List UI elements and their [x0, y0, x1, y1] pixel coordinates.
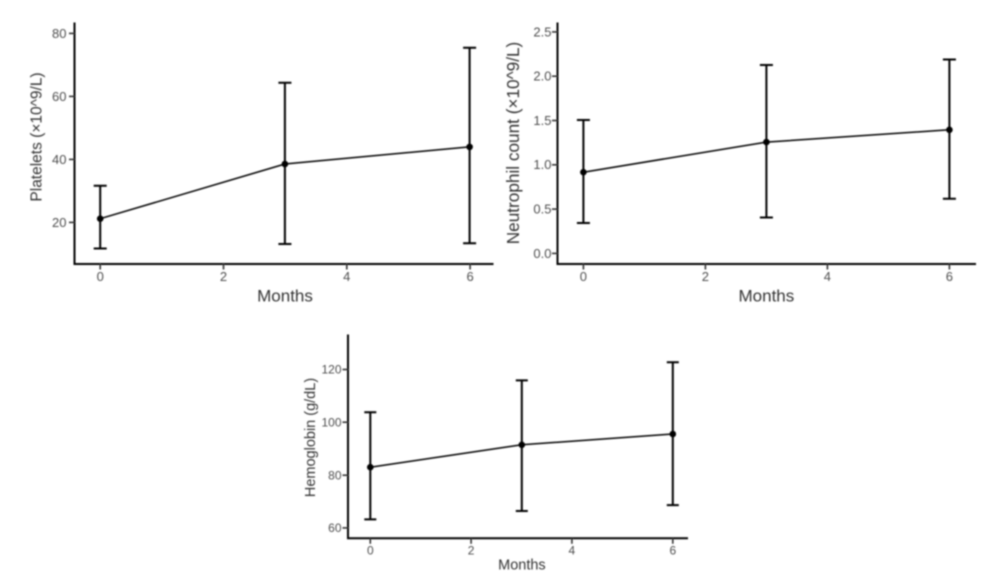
- svg-text:Months: Months: [257, 287, 313, 306]
- svg-text:Neutrophil count (×10^9/L): Neutrophil count (×10^9/L): [503, 42, 523, 245]
- svg-text:4: 4: [343, 269, 350, 284]
- svg-text:6: 6: [669, 544, 676, 558]
- svg-text:0.0: 0.0: [533, 246, 551, 261]
- svg-text:Months: Months: [739, 287, 795, 306]
- svg-text:60: 60: [328, 521, 342, 535]
- svg-text:0: 0: [580, 269, 587, 284]
- svg-text:120: 120: [321, 363, 341, 377]
- svg-text:4: 4: [569, 544, 576, 558]
- svg-text:2.5: 2.5: [533, 24, 551, 39]
- svg-text:20: 20: [52, 215, 66, 230]
- svg-text:6: 6: [466, 269, 473, 284]
- svg-text:100: 100: [321, 415, 341, 429]
- svg-text:1.0: 1.0: [533, 157, 551, 172]
- svg-text:6: 6: [946, 269, 953, 284]
- svg-text:Hemoglobin (g/dL): Hemoglobin (g/dL): [303, 378, 319, 497]
- svg-text:2.0: 2.0: [533, 69, 551, 84]
- svg-text:Months: Months: [498, 558, 546, 574]
- svg-text:80: 80: [52, 26, 66, 41]
- svg-text:1.5: 1.5: [533, 113, 551, 128]
- svg-text:0: 0: [97, 269, 104, 284]
- svg-text:80: 80: [328, 468, 342, 482]
- svg-text:2: 2: [220, 269, 227, 284]
- svg-text:40: 40: [52, 152, 66, 167]
- svg-text:4: 4: [824, 269, 831, 284]
- svg-text:2: 2: [468, 544, 475, 558]
- svg-text:2: 2: [702, 269, 709, 284]
- svg-text:Platelets (×10^9/L): Platelets (×10^9/L): [29, 72, 46, 201]
- svg-text:0.5: 0.5: [533, 202, 551, 217]
- svg-text:60: 60: [52, 89, 66, 104]
- svg-text:0: 0: [367, 544, 374, 558]
